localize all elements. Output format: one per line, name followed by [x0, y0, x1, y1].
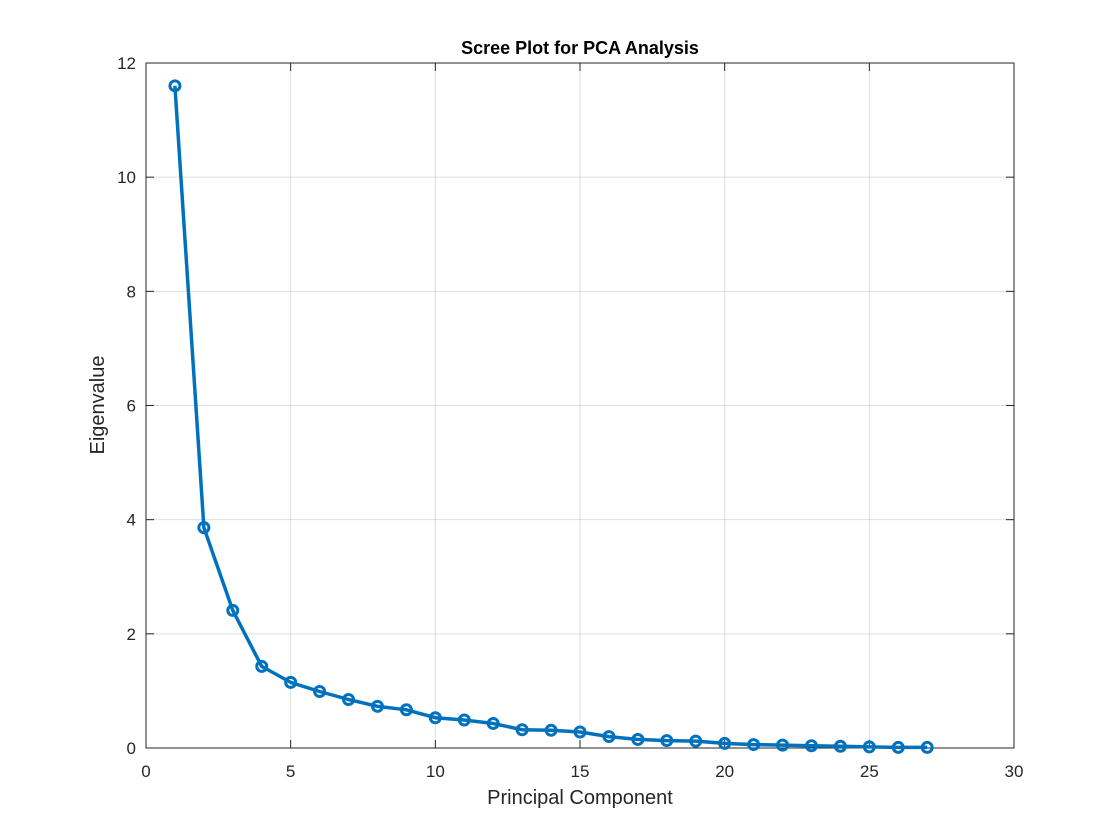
data-point [544, 723, 558, 737]
tick-labels: 0 5 10 15 20 25 30 0 2 4 6 8 10 12 [117, 54, 1023, 781]
data-point [313, 684, 327, 698]
data-point [168, 79, 182, 93]
data-point [862, 740, 876, 754]
data-point [920, 740, 934, 754]
y-tick-label: 0 [127, 739, 136, 758]
y-tick-label: 8 [127, 282, 136, 301]
data-point [660, 734, 674, 748]
data-point [631, 732, 645, 746]
data-point [891, 740, 905, 754]
data-point [284, 675, 298, 689]
chart-title: Scree Plot for PCA Analysis [461, 38, 699, 58]
data-point [457, 713, 471, 727]
series-line [173, 85, 928, 750]
y-tick-label: 10 [117, 168, 136, 187]
data-point [342, 692, 356, 706]
x-tick-label: 30 [1005, 762, 1024, 781]
y-tick-label: 6 [127, 397, 136, 416]
data-point [399, 703, 413, 717]
x-tick-label: 15 [571, 762, 590, 781]
data-point [226, 603, 240, 617]
data-point [718, 736, 732, 750]
data-point [573, 725, 587, 739]
y-tick-label: 12 [117, 54, 136, 73]
x-tick-label: 20 [715, 762, 734, 781]
x-tick-label: 0 [141, 762, 150, 781]
data-point [255, 659, 269, 673]
plot-background [146, 63, 1014, 748]
x-tick-label: 10 [426, 762, 445, 781]
y-tick-label: 2 [127, 625, 136, 644]
y-tick-label: 4 [127, 511, 136, 530]
data-point [776, 738, 790, 752]
data-point [602, 730, 616, 744]
x-axis-label: Principal Component [487, 787, 673, 809]
x-tick-label: 25 [860, 762, 879, 781]
data-point [486, 716, 500, 730]
data-point [515, 723, 529, 737]
data-point [747, 738, 761, 752]
x-tick-label: 5 [286, 762, 295, 781]
plot-frame [145, 62, 1015, 749]
data-point [197, 521, 211, 535]
data-point [804, 739, 818, 753]
data-point [689, 734, 703, 748]
data-point [428, 711, 442, 725]
data-series [168, 79, 934, 754]
data-point [370, 699, 384, 713]
data-point [833, 739, 847, 753]
y-axis-label: Eigenvalue [87, 356, 109, 455]
